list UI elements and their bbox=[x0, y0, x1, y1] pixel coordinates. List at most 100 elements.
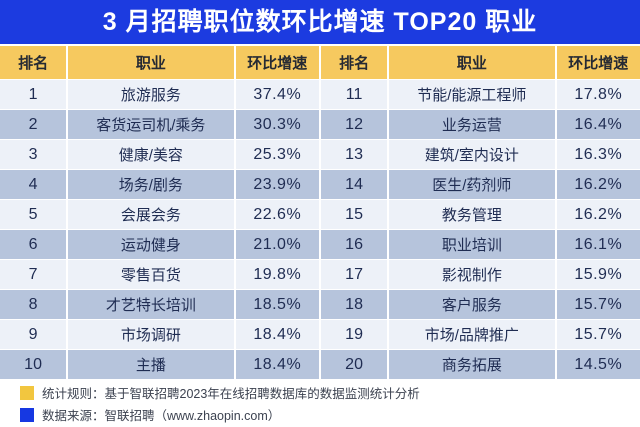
rank-cell: 3 bbox=[0, 140, 67, 169]
yellow-swatch-icon bbox=[20, 385, 34, 400]
page-title: 3 月招聘职位数环比增速 TOP20 职业 bbox=[102, 8, 538, 36]
table-row: 2 客货运司机/乘务 30.3% bbox=[0, 110, 319, 139]
table-row: 8 才艺特长培训 18.5% bbox=[0, 290, 319, 319]
occupation-cell: 建筑/室内设计 bbox=[389, 140, 555, 169]
occupation-cell: 教务管理 bbox=[389, 200, 555, 229]
table-row: 5 会展会务 22.6% bbox=[0, 200, 319, 229]
occupation-cell: 零售百货 bbox=[68, 260, 234, 289]
occupation-cell: 市场调研 bbox=[68, 320, 234, 349]
occupation-cell: 客户服务 bbox=[389, 290, 555, 319]
rank-cell: 18 bbox=[321, 290, 388, 319]
table-row: 16 职业培训 16.1% bbox=[321, 230, 640, 259]
header-rank: 排名 bbox=[0, 46, 67, 79]
header-rate: 环比增速 bbox=[556, 46, 640, 79]
occupation-cell: 节能/能源工程师 bbox=[389, 80, 555, 109]
occupation-cell: 影视制作 bbox=[389, 260, 555, 289]
occupation-cell: 才艺特长培训 bbox=[68, 290, 234, 319]
rank-cell: 8 bbox=[0, 290, 67, 319]
table-row: 3 健康/美容 25.3% bbox=[0, 140, 319, 169]
rank-cell: 11 bbox=[321, 80, 388, 109]
table-row: 4 场务/剧务 23.9% bbox=[0, 170, 319, 199]
blue-swatch-icon bbox=[20, 407, 34, 422]
rank-cell: 16 bbox=[321, 230, 388, 259]
occupation-cell: 医生/药剂师 bbox=[389, 170, 555, 199]
rank-cell: 15 bbox=[321, 200, 388, 229]
occupation-cell: 市场/品牌推广 bbox=[389, 320, 555, 349]
table-row: 20 商务拓展 14.5% bbox=[321, 350, 640, 379]
table-row: 9 市场调研 18.4% bbox=[0, 320, 319, 349]
rank-cell: 5 bbox=[0, 200, 67, 229]
rate-cell: 25.3% bbox=[235, 140, 319, 169]
occupation-cell: 健康/美容 bbox=[68, 140, 234, 169]
rate-cell: 19.8% bbox=[235, 260, 319, 289]
left-rows: 1 旅游服务 37.4% 2 客货运司机/乘务 30.3% 3 健康/美容 25… bbox=[0, 80, 319, 379]
table-row: 10 主播 18.4% bbox=[0, 350, 319, 379]
rate-cell: 16.2% bbox=[556, 200, 640, 229]
rate-cell: 16.3% bbox=[556, 140, 640, 169]
rate-cell: 18.4% bbox=[235, 350, 319, 379]
ranking-table: 排名 职业 环比增速 1 旅游服务 37.4% 2 客货运司机/乘务 30.3%… bbox=[0, 46, 640, 379]
header-rate: 环比增速 bbox=[235, 46, 319, 79]
rate-cell: 22.6% bbox=[235, 200, 319, 229]
table-row: 17 影视制作 15.9% bbox=[321, 260, 640, 289]
legend-item: 统计规则：基于智联招聘2023年在线招聘数据库的数据监测统计分析 bbox=[20, 383, 640, 402]
rank-cell: 14 bbox=[321, 170, 388, 199]
rate-cell: 16.4% bbox=[556, 110, 640, 139]
rank-cell: 2 bbox=[0, 110, 67, 139]
rate-cell: 16.1% bbox=[556, 230, 640, 259]
rate-cell: 14.5% bbox=[556, 350, 640, 379]
occupation-cell: 场务/剧务 bbox=[68, 170, 234, 199]
rate-cell: 15.7% bbox=[556, 320, 640, 349]
header-occupation: 职业 bbox=[389, 46, 555, 79]
right-table: 排名 职业 环比增速 11 节能/能源工程师 17.8% 12 业务运营 16.… bbox=[321, 46, 640, 379]
rank-cell: 6 bbox=[0, 230, 67, 259]
rate-cell: 37.4% bbox=[235, 80, 319, 109]
rank-cell: 17 bbox=[321, 260, 388, 289]
table-row: 1 旅游服务 37.4% bbox=[0, 80, 319, 109]
rank-cell: 12 bbox=[321, 110, 388, 139]
table-row: 14 医生/药剂师 16.2% bbox=[321, 170, 640, 199]
table-row: 18 客户服务 15.7% bbox=[321, 290, 640, 319]
rank-cell: 20 bbox=[321, 350, 388, 379]
rank-cell: 1 bbox=[0, 80, 67, 109]
left-table: 排名 职业 环比增速 1 旅游服务 37.4% 2 客货运司机/乘务 30.3%… bbox=[0, 46, 319, 379]
table-row: 11 节能/能源工程师 17.8% bbox=[321, 80, 640, 109]
rank-cell: 19 bbox=[321, 320, 388, 349]
header-rank: 排名 bbox=[321, 46, 388, 79]
rank-cell: 10 bbox=[0, 350, 67, 379]
right-rows: 11 节能/能源工程师 17.8% 12 业务运营 16.4% 13 建筑/室内… bbox=[321, 80, 640, 379]
legend-text: 数据来源：智联招聘（www.zhaopin.com） bbox=[42, 409, 281, 423]
occupation-cell: 会展会务 bbox=[68, 200, 234, 229]
rate-cell: 18.5% bbox=[235, 290, 319, 319]
header-occupation: 职业 bbox=[68, 46, 234, 79]
table-row: 15 教务管理 16.2% bbox=[321, 200, 640, 229]
header-row: 排名 职业 环比增速 bbox=[321, 46, 640, 79]
rate-cell: 18.4% bbox=[235, 320, 319, 349]
occupation-cell: 主播 bbox=[68, 350, 234, 379]
table-row: 6 运动健身 21.0% bbox=[0, 230, 319, 259]
rank-cell: 4 bbox=[0, 170, 67, 199]
occupation-cell: 旅游服务 bbox=[68, 80, 234, 109]
rate-cell: 15.7% bbox=[556, 290, 640, 319]
rate-cell: 30.3% bbox=[235, 110, 319, 139]
table-row: 12 业务运营 16.4% bbox=[321, 110, 640, 139]
legend-text: 统计规则：基于智联招聘2023年在线招聘数据库的数据监测统计分析 bbox=[42, 387, 420, 401]
rank-cell: 7 bbox=[0, 260, 67, 289]
occupation-cell: 商务拓展 bbox=[389, 350, 555, 379]
table-row: 19 市场/品牌推广 15.7% bbox=[321, 320, 640, 349]
rank-cell: 9 bbox=[0, 320, 67, 349]
legend-item: 数据来源：智联招聘（www.zhaopin.com） bbox=[20, 405, 640, 424]
occupation-cell: 运动健身 bbox=[68, 230, 234, 259]
rate-cell: 16.2% bbox=[556, 170, 640, 199]
rate-cell: 21.0% bbox=[235, 230, 319, 259]
rate-cell: 17.8% bbox=[556, 80, 640, 109]
title-bar: 3 月招聘职位数环比增速 TOP20 职业 bbox=[0, 0, 640, 44]
rate-cell: 23.9% bbox=[235, 170, 319, 199]
footer: 统计规则：基于智联招聘2023年在线招聘数据库的数据监测统计分析 数据来源：智联… bbox=[0, 380, 640, 427]
table-row: 7 零售百货 19.8% bbox=[0, 260, 319, 289]
occupation-cell: 职业培训 bbox=[389, 230, 555, 259]
table-row: 13 建筑/室内设计 16.3% bbox=[321, 140, 640, 169]
rate-cell: 15.9% bbox=[556, 260, 640, 289]
header-row: 排名 职业 环比增速 bbox=[0, 46, 319, 79]
